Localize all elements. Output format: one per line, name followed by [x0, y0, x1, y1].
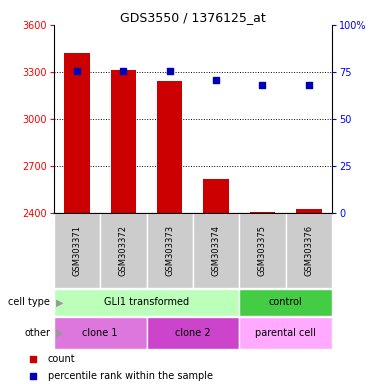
Text: GSM303371: GSM303371: [72, 225, 82, 276]
Bar: [239, 289, 332, 316]
Point: [30, 356, 36, 362]
Bar: [296, 209, 322, 213]
Text: clone 2: clone 2: [175, 328, 211, 338]
Text: other: other: [24, 328, 50, 338]
Text: ▶: ▶: [56, 297, 63, 308]
Bar: [193, 213, 239, 288]
Bar: [286, 213, 332, 288]
Point: [306, 82, 312, 88]
Text: GSM303376: GSM303376: [304, 225, 313, 276]
Bar: [147, 213, 193, 288]
Title: GDS3550 / 1376125_at: GDS3550 / 1376125_at: [120, 11, 266, 24]
Bar: [239, 213, 286, 288]
Text: ▶: ▶: [56, 328, 63, 338]
Bar: [100, 213, 147, 288]
Text: GSM303375: GSM303375: [258, 225, 267, 276]
Text: GSM303373: GSM303373: [165, 225, 174, 276]
Bar: [54, 318, 147, 349]
Bar: [64, 53, 90, 213]
Text: GSM303374: GSM303374: [211, 225, 221, 276]
Bar: [203, 179, 229, 213]
Text: percentile rank within the sample: percentile rank within the sample: [48, 371, 213, 381]
Bar: [111, 70, 136, 213]
Text: cell type: cell type: [8, 297, 50, 308]
Text: control: control: [269, 297, 302, 308]
Text: parental cell: parental cell: [255, 328, 316, 338]
Point: [30, 373, 36, 379]
Point: [167, 68, 173, 74]
Point: [213, 78, 219, 84]
Bar: [239, 318, 332, 349]
Bar: [54, 213, 100, 288]
Bar: [250, 212, 275, 213]
Point: [74, 68, 80, 74]
Point: [259, 82, 265, 88]
Text: count: count: [48, 354, 75, 364]
Text: GLI1 transformed: GLI1 transformed: [104, 297, 189, 308]
Bar: [157, 81, 183, 213]
Bar: [54, 289, 239, 316]
Point: [120, 68, 126, 74]
Bar: [147, 318, 239, 349]
Text: GSM303372: GSM303372: [119, 225, 128, 276]
Text: clone 1: clone 1: [82, 328, 118, 338]
